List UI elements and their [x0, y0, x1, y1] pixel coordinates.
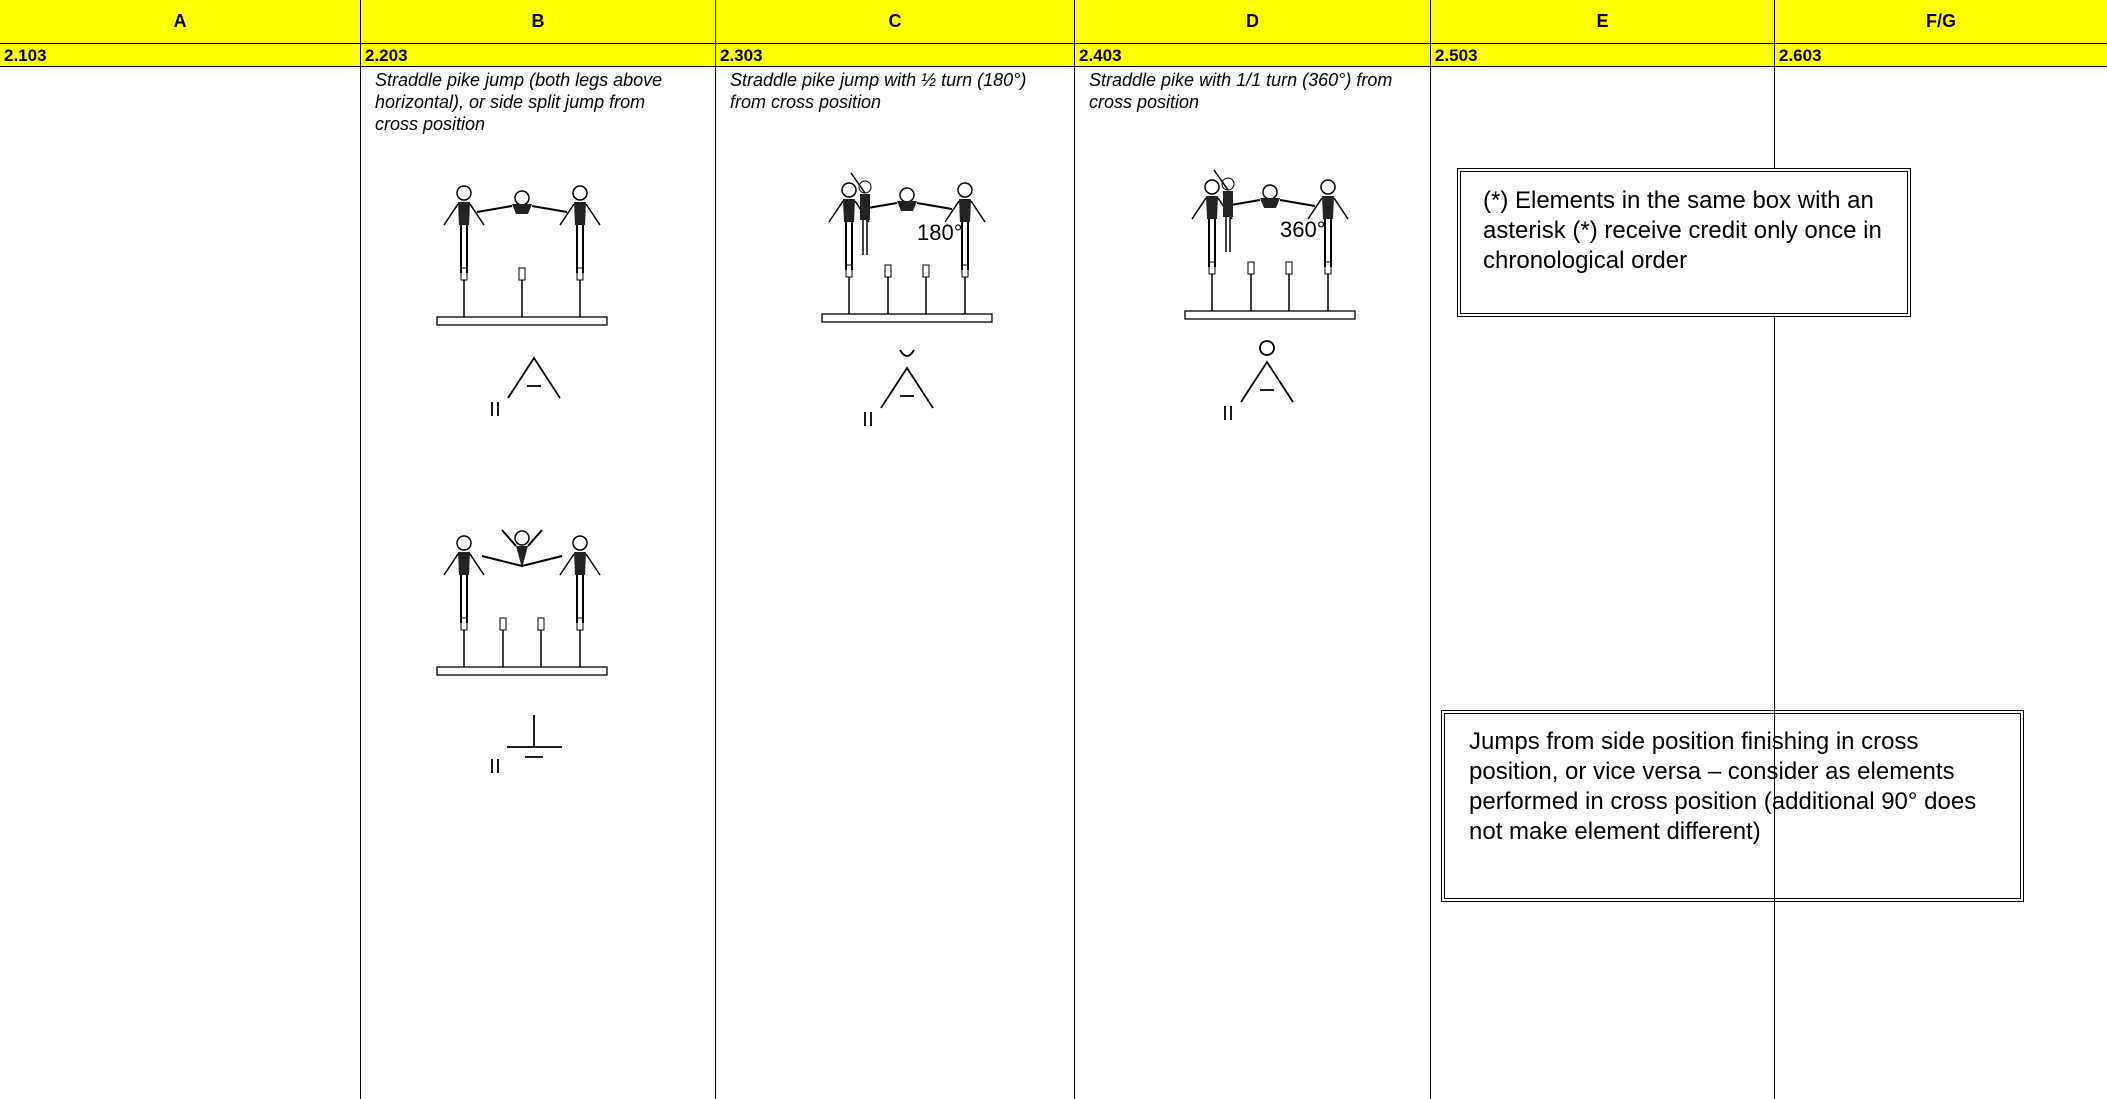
column-header: F/G [1775, 0, 2107, 44]
figure-label: 360° [1280, 217, 1326, 242]
element-symbol [491, 715, 562, 773]
element-symbol [864, 349, 934, 426]
note-box: Jumps from side position finishing in cr… [1441, 710, 2024, 902]
element-code: 2.303 [716, 44, 1074, 67]
element-code: 2.203 [361, 44, 715, 67]
table-column: D 2.403 Straddle pike with 1/1 turn (360°)… [1074, 0, 1430, 1099]
element-code: 2.603 [1775, 44, 2107, 67]
column-header: E [1431, 0, 1774, 44]
element-code: 2.103 [0, 44, 360, 67]
element-code: 2.503 [1431, 44, 1774, 67]
column-header: D [1075, 0, 1430, 44]
column-header: B [361, 0, 715, 44]
table-column: E 2.503 [1430, 0, 1774, 1099]
element-code: 2.403 [1075, 44, 1430, 67]
table-column: F/G 2.603 [1774, 0, 2107, 1099]
column-header: A [0, 0, 360, 44]
element-figure [436, 185, 608, 326]
element-description: Straddle pike jump (both legs above hori… [375, 70, 663, 134]
figure-label: 180° [917, 220, 963, 245]
element-description: Straddle pike with 1/1 turn (360°) from … [1089, 70, 1393, 112]
table-column: C 2.303 Straddle pike jump with ½ turn (18… [715, 0, 1074, 1099]
table-column: B 2.203 Straddle pike jump (both legs abov… [360, 0, 715, 1099]
column-header: C [716, 0, 1074, 44]
element-description: Straddle pike jump with ½ turn (180°) fr… [730, 70, 1027, 112]
element-symbol [491, 356, 561, 416]
element-figure: 180° [821, 172, 993, 323]
note-box: (*) Elements in the same box with an ast… [1457, 168, 1911, 317]
element-figure: 360° [1184, 169, 1356, 320]
table-column: A 2.103 [0, 0, 360, 1099]
element-figure [436, 529, 608, 676]
element-symbol [1224, 340, 1294, 420]
